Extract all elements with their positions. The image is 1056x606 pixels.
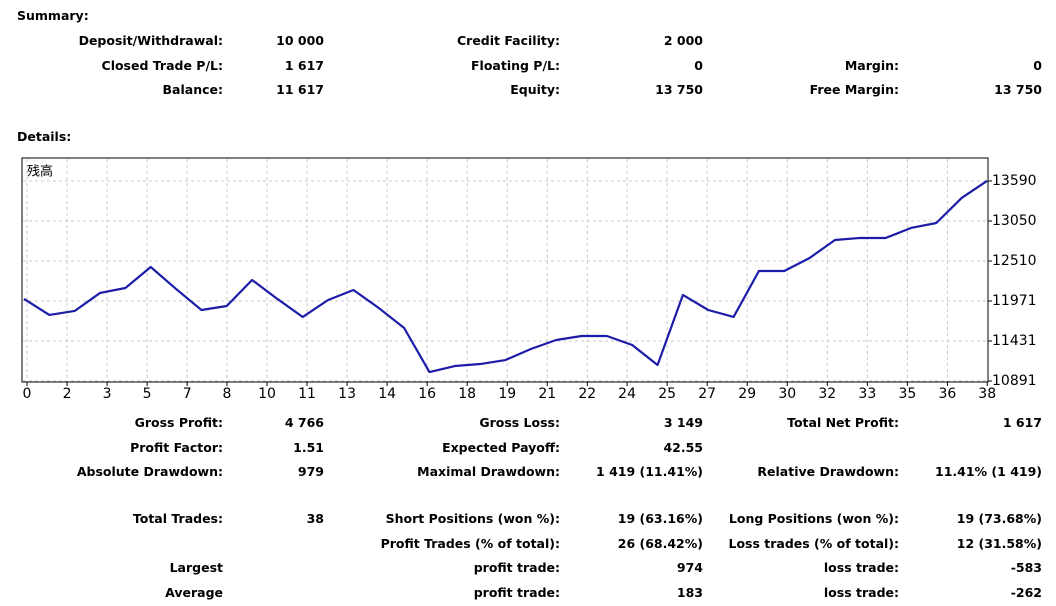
x-tick-label: 8 <box>222 386 231 402</box>
field-label: Gross Loss: <box>479 415 560 430</box>
field-value: 42.55 <box>663 439 703 455</box>
field-label: Profit Factor: <box>130 439 223 455</box>
field-value: 38 <box>306 511 324 526</box>
y-tick-label: 11431 <box>992 333 1037 349</box>
x-tick-label: 27 <box>698 386 716 402</box>
field-value: 3 149 <box>663 415 703 430</box>
y-tick-label: 11971 <box>992 293 1037 309</box>
field-label: Largest <box>169 560 223 575</box>
field-value: 19 (73.68%) <box>956 511 1042 526</box>
field-label: profit trade: <box>473 560 560 575</box>
x-tick-label: 29 <box>738 386 756 402</box>
details-title: Details: <box>17 129 72 144</box>
field-label: Balance: <box>162 82 223 97</box>
x-tick-label: 7 <box>183 386 192 402</box>
field-value: 12 (31.58%) <box>956 535 1042 551</box>
field-label: Total Net Profit: <box>787 415 899 430</box>
x-tick-label: 22 <box>578 386 596 402</box>
field-label: Closed Trade P/L: <box>101 57 223 73</box>
field-value: 0 <box>694 57 703 73</box>
field-label: Long Positions (won %): <box>728 511 899 526</box>
field-label: Absolute Drawdown: <box>76 464 223 479</box>
x-tick-label: 18 <box>458 386 476 402</box>
x-tick-label: 10 <box>258 386 276 402</box>
chart-title: 残高 <box>27 164 53 180</box>
y-tick-label: 12510 <box>992 253 1037 269</box>
x-tick-label: 5 <box>143 386 152 402</box>
field-label: Free Margin: <box>809 82 899 97</box>
field-value: 13 750 <box>994 82 1042 97</box>
field-value: 10 000 <box>276 33 324 48</box>
x-tick-label: 36 <box>939 386 957 402</box>
y-tick-label: 13050 <box>992 213 1037 229</box>
x-tick-label: 14 <box>378 386 396 402</box>
field-label: Equity: <box>510 82 560 97</box>
field-value: -583 <box>1010 560 1042 575</box>
x-tick-label: 16 <box>418 386 436 402</box>
field-value: 974 <box>676 560 703 575</box>
y-tick-label: 13590 <box>992 173 1037 189</box>
field-value: 19 (63.16%) <box>617 511 703 526</box>
x-tick-label: 2 <box>63 386 72 402</box>
field-value: 1 617 <box>284 57 324 73</box>
field-value: 2 000 <box>663 33 703 48</box>
field-label: Credit Facility: <box>456 33 560 48</box>
field-label: Loss trades (% of total): <box>728 535 899 551</box>
field-label: Average <box>165 584 223 600</box>
x-tick-label: 24 <box>618 386 636 402</box>
field-label: Relative Drawdown: <box>757 464 899 479</box>
field-value: 13 750 <box>655 82 703 97</box>
field-value: 1 617 <box>1002 415 1042 430</box>
summary-title: Summary: <box>17 8 89 23</box>
x-tick-label: 19 <box>498 386 516 402</box>
x-tick-label: 30 <box>778 386 796 402</box>
field-label: Total Trades: <box>132 511 223 526</box>
y-tick-label: 10891 <box>992 373 1037 389</box>
x-tick-label: 0 <box>23 386 32 402</box>
field-label: Margin: <box>844 57 899 73</box>
field-label: Profit Trades (% of total): <box>380 535 560 551</box>
field-label: Floating P/L: <box>471 57 560 73</box>
field-value: 11.41% (1 419) <box>935 464 1042 479</box>
field-value: 183 <box>676 584 703 600</box>
field-value: 11 617 <box>276 82 324 97</box>
x-tick-label: 33 <box>858 386 876 402</box>
field-value: 1.51 <box>293 439 324 455</box>
x-tick-label: 3 <box>103 386 112 402</box>
field-label: Expected Payoff: <box>442 439 560 455</box>
field-value: 1 419 (11.41%) <box>596 464 703 479</box>
x-tick-label: 38 <box>978 386 996 402</box>
x-tick-label: 35 <box>898 386 916 402</box>
field-value: 0 <box>1033 57 1042 73</box>
field-label: loss trade: <box>823 560 899 575</box>
x-tick-label: 11 <box>298 386 316 402</box>
field-value: 979 <box>297 464 324 479</box>
plot-frame <box>21 157 989 383</box>
field-label: Short Positions (won %): <box>385 511 560 526</box>
field-value: 26 (68.42%) <box>617 535 703 551</box>
field-value: 4 766 <box>284 415 324 430</box>
x-tick-label: 13 <box>338 386 356 402</box>
field-label: Maximal Drawdown: <box>417 464 560 479</box>
field-label: Gross Profit: <box>134 415 223 430</box>
x-tick-label: 25 <box>658 386 676 402</box>
balance-line <box>23 180 988 374</box>
field-value: -262 <box>1010 584 1042 600</box>
field-label: loss trade: <box>823 584 899 600</box>
field-label: profit trade: <box>473 584 560 600</box>
x-tick-label: 21 <box>538 386 556 402</box>
field-label: Deposit/Withdrawal: <box>78 33 223 48</box>
x-tick-label: 32 <box>818 386 836 402</box>
